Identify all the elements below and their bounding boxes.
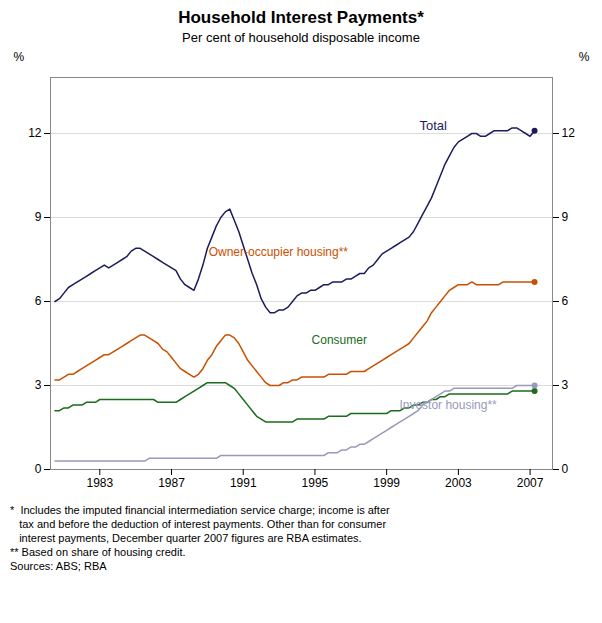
html-text:* Includes the imputed financi: * Includes the imputed financial interme… [10, 504, 390, 516]
svg-text:1999: 1999 [373, 476, 400, 490]
html-text:** Based on share of housing c: ** Based on share of housing credit. [10, 546, 186, 558]
svg-text:0: 0 [35, 462, 42, 476]
svg-text:1995: 1995 [302, 476, 329, 490]
svg-text:Investor housing**: Investor housing** [399, 398, 497, 412]
svg-text:9: 9 [35, 210, 42, 224]
svg-text:1987: 1987 [158, 476, 185, 490]
svg-text:Total: Total [419, 118, 447, 133]
svg-text:6: 6 [562, 294, 569, 308]
html-text:interest payments, December qu: interest payments, December quarter 2007… [10, 532, 362, 544]
svg-text:2003: 2003 [445, 476, 472, 490]
html-text:Sources: ABS; RBA: Sources: ABS; RBA [10, 560, 107, 572]
svg-text:6: 6 [35, 294, 42, 308]
svg-text:1991: 1991 [230, 476, 257, 490]
svg-text:3: 3 [562, 378, 569, 392]
svg-text:%: % [579, 50, 590, 64]
svg-text:Owner-occupier housing**: Owner-occupier housing** [209, 245, 349, 259]
svg-text:3: 3 [35, 378, 42, 392]
svg-text:0: 0 [562, 462, 569, 476]
svg-text:2007: 2007 [517, 476, 544, 490]
svg-text:%: % [14, 50, 25, 64]
svg-text:Consumer: Consumer [312, 333, 367, 347]
html-text:Household Interest Payments*: Household Interest Payments* [178, 8, 424, 27]
svg-text:1983: 1983 [86, 476, 113, 490]
svg-text:12: 12 [28, 126, 42, 140]
html-text:tax and before the deduction o: tax and before the deduction of interest… [10, 518, 386, 530]
svg-text:12: 12 [562, 126, 576, 140]
html-text:Per cent of household disposab: Per cent of household disposable income [182, 30, 420, 45]
svg-text:9: 9 [562, 210, 569, 224]
